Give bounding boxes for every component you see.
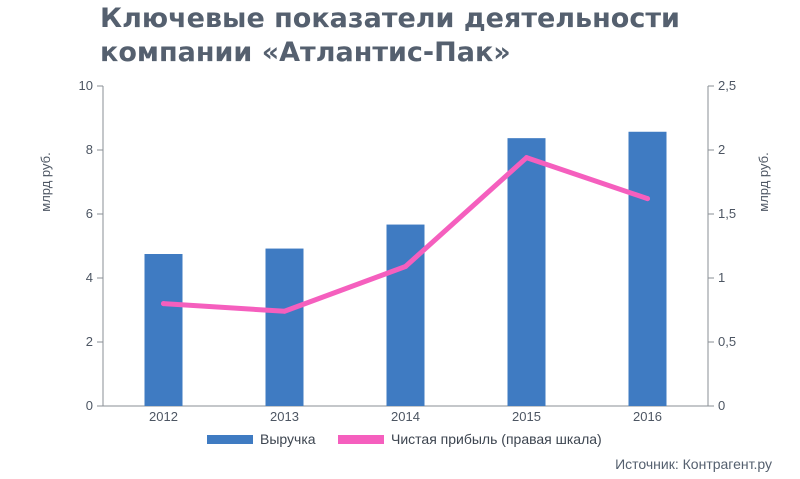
x-tick-label: 2013 — [270, 409, 299, 424]
y-tick-label-left: 4 — [86, 270, 93, 285]
bar-revenue — [507, 138, 546, 406]
y-tick-label-right: 2,5 — [718, 78, 736, 93]
ticks-group: 0 2 4 6 8 10 0 0,5 1 1,5 2 2,5 2012 2013 2014 2015 2016 — [79, 78, 737, 424]
x-tick-label: 2014 — [391, 409, 420, 424]
y-tick-label-right: 0,5 — [718, 334, 736, 349]
legend-swatch-bar — [207, 435, 253, 444]
line-point-net-profit — [161, 301, 166, 307]
legend-label-line: Чистая прибыль (правая шкала) — [391, 431, 602, 447]
legend: Выручка Чистая прибыль (правая шкала) — [207, 431, 602, 447]
line-group — [161, 155, 650, 314]
bar-revenue — [628, 131, 667, 406]
line-point-net-profit — [645, 196, 650, 202]
y-tick-label-left: 2 — [86, 334, 93, 349]
y-tick-label-left: 10 — [79, 78, 93, 93]
bars-group — [144, 131, 667, 406]
legend-label-bar: Выручка — [260, 431, 316, 447]
y-tick-label-right: 1,5 — [718, 206, 736, 221]
chart-title-line-2: компании «Атлантис-Пак» — [100, 37, 511, 68]
x-tick-label: 2016 — [633, 409, 662, 424]
y-tick-label-left: 0 — [86, 398, 93, 413]
y-tick-label-left: 6 — [86, 206, 93, 221]
y-tick-label-left: 8 — [86, 142, 93, 157]
bar-revenue — [265, 248, 304, 406]
line-point-net-profit — [524, 155, 529, 161]
legend-swatch-line — [338, 435, 384, 444]
bar-revenue — [144, 254, 183, 406]
x-tick-label: 2015 — [512, 409, 541, 424]
line-point-net-profit — [282, 308, 287, 314]
x-tick-label: 2012 — [149, 409, 178, 424]
line-point-net-profit — [403, 263, 408, 269]
y-tick-label-right: 2 — [718, 142, 725, 157]
y-tick-label-right: 0 — [718, 398, 725, 413]
source-note: Источник: Контрагент.ру — [615, 456, 772, 472]
y-axis-title-right: млрд руб. — [756, 152, 771, 211]
chart-title: Ключевые показатели деятельности компани… — [100, 2, 740, 70]
y-axis-title-left: млрд руб. — [38, 152, 53, 211]
chart-title-line-1: Ключевые показатели деятельности — [100, 3, 680, 34]
y-tick-label-right: 1 — [718, 270, 725, 285]
